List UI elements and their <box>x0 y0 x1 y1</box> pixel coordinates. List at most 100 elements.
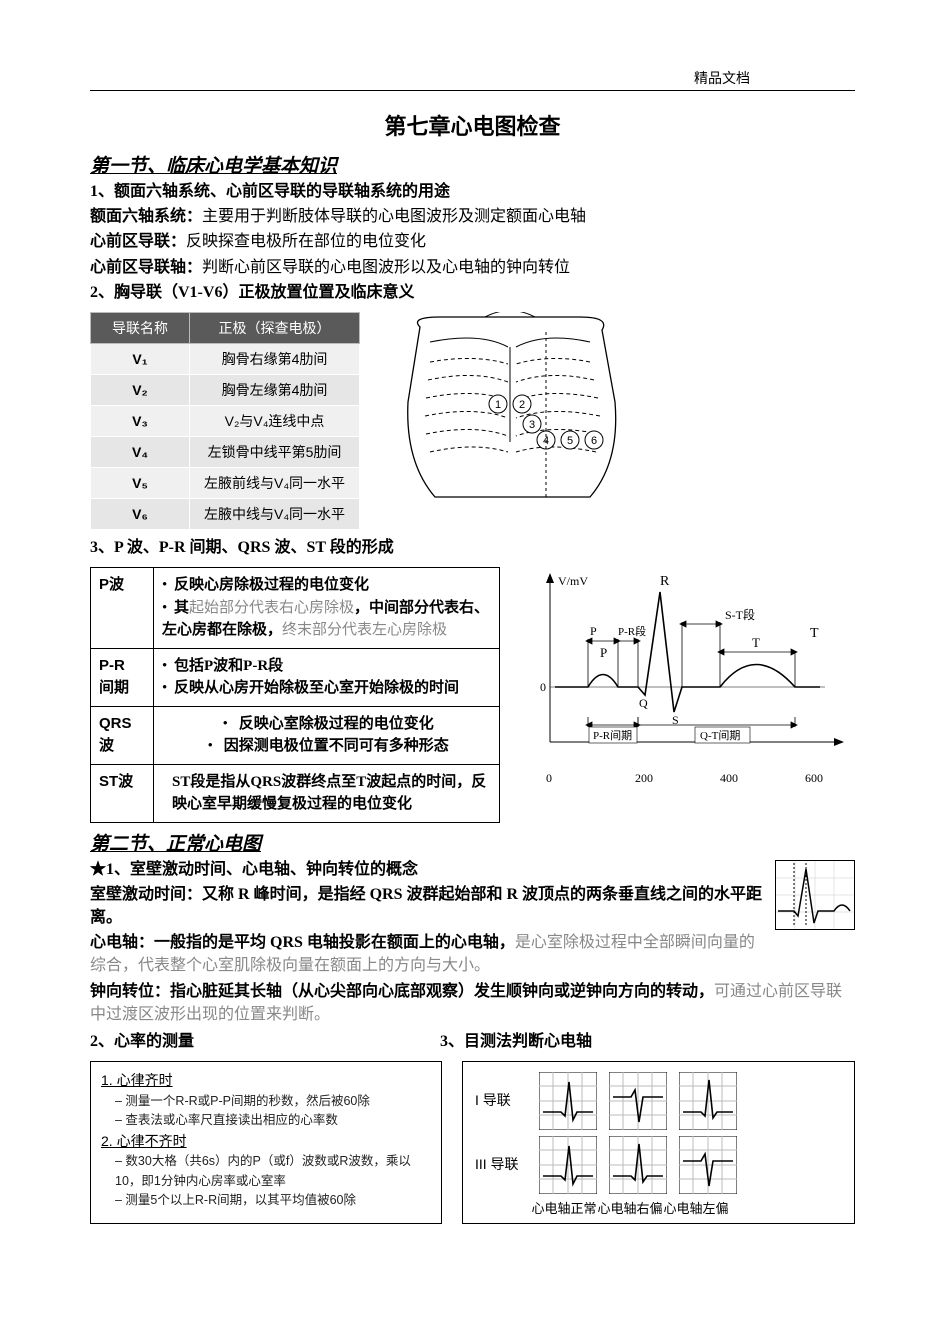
svg-text:P: P <box>600 645 607 660</box>
axis-cell-I-left <box>679 1072 737 1130</box>
lead-table: 导联名称 正极（探查电极） V₁胸骨右缘第4肋间 V₂胸骨左缘第4肋间 V₃V₂… <box>90 312 360 530</box>
text: 反映探查电极所在部位的电位变化 <box>186 233 426 250</box>
svg-text:P-R间期: P-R间期 <box>593 729 632 742</box>
axis-caption: 心电轴正常 <box>531 1198 597 1217</box>
text: 终末部分代表左心房除极 <box>282 622 447 638</box>
ecg-svg: V/mV 0 P R Q S T P P <box>520 567 850 792</box>
s2-star-heading: ★1、室壁激动时间、心电轴、钟向转位的概念 <box>90 858 855 881</box>
cell: 左腋中线与V₄同一水平 <box>190 498 360 529</box>
ecg-waveform-diagram: V/mV 0 P R Q S T P P <box>520 567 850 797</box>
axis-cell-III-right <box>609 1136 667 1194</box>
s1-item3-heading: 3、P 波、P-R 间期、QRS 波、ST 段的形成 <box>90 536 855 559</box>
label: 心电轴： <box>90 934 154 951</box>
svg-text:0: 0 <box>546 771 552 785</box>
cell: V₁ <box>91 343 190 374</box>
s1-line-a: 额面六轴系统：主要用于判断肢体导联的心电图波形及测定额面心电轴 <box>90 205 855 228</box>
text: 起始部分代表右心房除极 <box>189 600 354 616</box>
cell: 胸骨左缘第4肋间 <box>190 374 360 405</box>
col-head-pos: 正极（探查电极） <box>190 312 360 343</box>
hr-sub: – 测量一个R-R或P-P间期的秒数，然后被60除 <box>115 1092 431 1111</box>
axis-caption: 心电轴左偏 <box>663 1198 729 1217</box>
svg-text:P: P <box>590 624 597 638</box>
hr-sub: – 数30大格（共6s）内的P（或f）波数或R波数，乘以10，即1分钟内心房率或… <box>115 1152 431 1191</box>
svg-text:1: 1 <box>495 399 501 411</box>
text: 反映从心房开始除极至心室开始除极的时间 <box>174 680 459 696</box>
axis-cell-I-normal <box>539 1072 597 1130</box>
table-row: QRS 波 • 反映心室除极过程的电位变化 • 因探测电极位置不同可有多种形态 <box>91 706 500 764</box>
text: 包括P波和P-R段 <box>174 658 283 674</box>
hr-sub: – 测量5个以上R-R间期，以其平均值被60除 <box>115 1191 431 1210</box>
svg-text:R: R <box>660 574 670 589</box>
axis-row-label: I 导联 <box>475 1090 531 1110</box>
table-row: V₂胸骨左缘第4肋间 <box>91 374 360 405</box>
s2-hr-heading: 2、心率的测量 <box>90 1030 440 1053</box>
cell: V₃ <box>91 405 190 436</box>
svg-text:6: 6 <box>591 435 597 447</box>
table-row: V₄左锁骨中线平第5肋间 <box>91 436 360 467</box>
wave-name: P波 <box>91 568 154 649</box>
text: 一般指的是平均 QRS 电轴投影在额面上的心电轴， <box>154 934 515 951</box>
heart-rate-box: 1. 心律齐时 – 测量一个R-R或P-P间期的秒数，然后被60除 – 查表法或… <box>90 1061 442 1224</box>
s1-item2-heading: 2、胸导联（V1-V6）正极放置位置及临床意义 <box>90 281 855 304</box>
axis-row-label: III 导联 <box>475 1154 531 1174</box>
hr-title-2: 2. 心律不齐时 <box>101 1133 187 1149</box>
svg-text:S-T段: S-T段 <box>725 607 755 622</box>
label: 室壁激动时间： <box>90 886 202 903</box>
svg-text:400: 400 <box>720 771 738 785</box>
s1-item1-heading: 1、额面六轴系统、心前区导联的导联轴系统的用途 <box>90 180 855 203</box>
s2-p2: 心电轴：一般指的是平均 QRS 电轴投影在额面上的心电轴，是心室除极过程中全部瞬… <box>90 931 855 977</box>
svg-text:Q-T间期: Q-T间期 <box>700 729 740 742</box>
table-row: V₅左腋前线与V₄同一水平 <box>91 467 360 498</box>
svg-text:Q: Q <box>639 696 648 710</box>
cell: 胸骨右缘第4肋间 <box>190 343 360 374</box>
text: 反映心室除极过程的电位变化 <box>239 716 434 732</box>
wave-table-and-ecg: P波 •反映心房除极过程的电位变化 •其起始部分代表右心房除极，中间部分代表右、… <box>90 567 855 823</box>
svg-text:P-R段: P-R段 <box>618 624 646 638</box>
cell: V₂与V₄连线中点 <box>190 405 360 436</box>
wave-name: P-R 间期 <box>91 648 154 706</box>
svg-text:0: 0 <box>540 680 546 694</box>
text: 其 <box>174 600 189 616</box>
label: 心前区导联轴： <box>90 259 202 276</box>
wave-desc: •包括P波和P-R段 •反映从心房开始除极至心室开始除极的时间 <box>154 648 500 706</box>
cell: 左锁骨中线平第5肋间 <box>190 436 360 467</box>
col-head-name: 导联名称 <box>91 312 190 343</box>
text: 指心脏延其长轴（从心尖部向心底部观察）发生顺钟向或逆钟向方向的转动， <box>170 983 714 1000</box>
hr-sub: – 查表法或心率尺直接读出相应的心率数 <box>115 1111 431 1130</box>
cell: V₄ <box>91 436 190 467</box>
axis-cell-III-normal <box>539 1136 597 1194</box>
cell: V₆ <box>91 498 190 529</box>
cell: V₅ <box>91 467 190 498</box>
wave-desc: •反映心房除极过程的电位变化 •其起始部分代表右心房除极，中间部分代表右、左心房… <box>154 568 500 649</box>
header-watermark: 精品文档 <box>694 68 750 91</box>
table-row: ST波 ST段是指从QRS波群终点至T波起点的时间，反映心室早期缓慢复极过程的电… <box>91 764 500 822</box>
chest-svg: 1 2 3 4 5 6 <box>380 312 640 502</box>
label: 钟向转位： <box>90 983 170 1000</box>
svg-text:200: 200 <box>635 771 653 785</box>
section-2-title: 第二节、正常心电图 <box>90 829 855 856</box>
s1-line-b: 心前区导联：反映探查电极所在部位的电位变化 <box>90 230 855 253</box>
axis-judgement-box: I 导联 III 导联 心电轴正常 心电轴右偏 心电轴左偏 <box>462 1061 855 1224</box>
text: 反映心房除极过程的电位变化 <box>174 577 369 593</box>
table-row: P波 •反映心房除极过程的电位变化 •其起始部分代表右心房除极，中间部分代表右、… <box>91 568 500 649</box>
wave-name: ST波 <box>91 764 154 822</box>
s1-line-c: 心前区导联轴：判断心前区导联的心电图波形以及心电轴的钟向转位 <box>90 256 855 279</box>
chest-diagram: 1 2 3 4 5 6 <box>380 312 855 507</box>
text: 主要用于判断肢体导联的心电图波形及测定额面心电轴 <box>202 208 586 225</box>
svg-text:2: 2 <box>519 399 525 411</box>
lead-table-and-chest: 导联名称 正极（探查电极） V₁胸骨右缘第4肋间 V₂胸骨左缘第4肋间 V₃V₂… <box>90 312 855 530</box>
svg-text:T: T <box>752 635 760 650</box>
axis-cell-I-right <box>609 1072 667 1130</box>
text: 因探测电极位置不同可有多种形态 <box>224 738 449 754</box>
svg-text:V/mV: V/mV <box>558 574 588 588</box>
chapter-title: 第七章心电图检查 <box>90 109 855 141</box>
wave-name: QRS 波 <box>91 706 154 764</box>
wave-desc: ST段是指从QRS波群终点至T波起点的时间，反映心室早期缓慢复极过程的电位变化 <box>154 764 500 822</box>
axis-cell-III-left <box>679 1136 737 1194</box>
table-header-row: 导联名称 正极（探查电极） <box>91 312 360 343</box>
s2-axis-heading: 3、目测法判断心电轴 <box>440 1030 592 1053</box>
svg-text:3: 3 <box>529 419 535 431</box>
table-row: V₆左腋中线与V₄同一水平 <box>91 498 360 529</box>
wave-desc: • 反映心室除极过程的电位变化 • 因探测电极位置不同可有多种形态 <box>154 706 500 764</box>
svg-text:5: 5 <box>567 435 573 447</box>
